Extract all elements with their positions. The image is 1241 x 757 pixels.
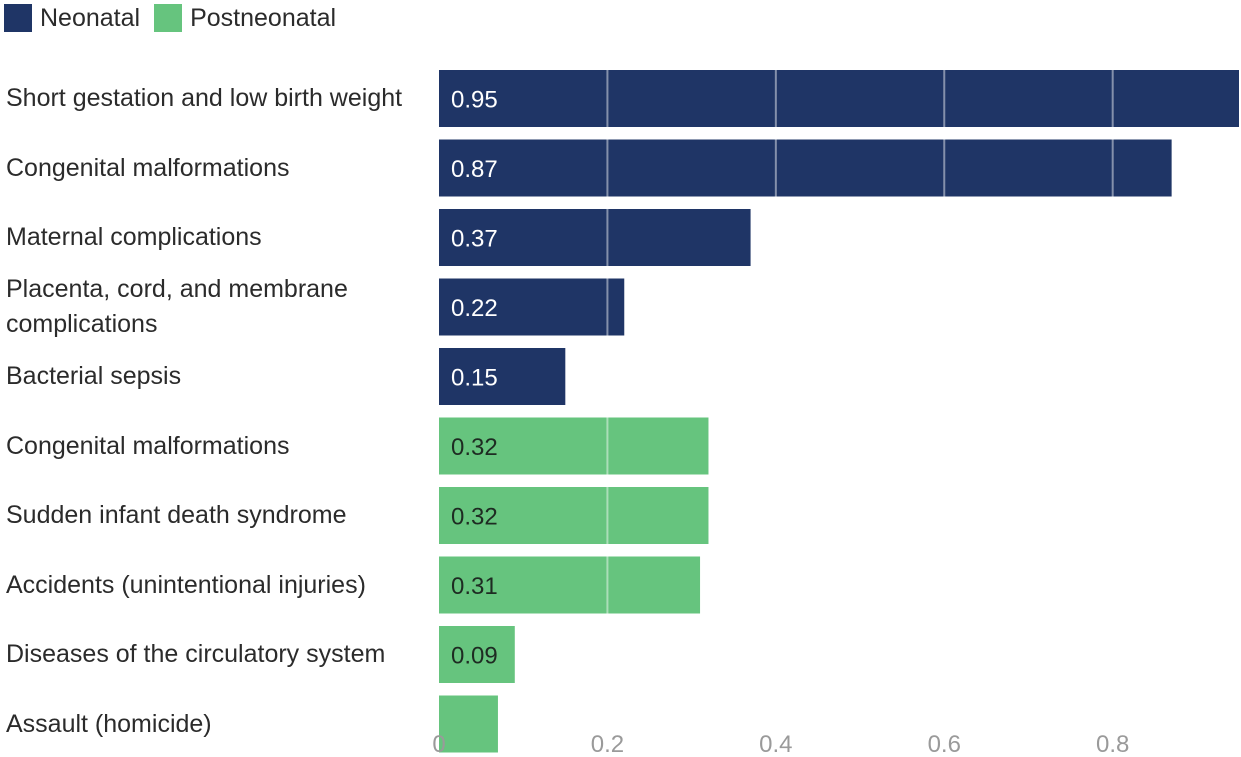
category-label-1: Congenital malformations [6,153,290,182]
value-label-2: 0.37 [451,226,498,253]
category-label-6: Sudden infant death syndrome [6,501,347,529]
x-axis-ticks: 0 0.2 0.4 0.6 0.8 [432,731,1129,757]
legend: Neonatal Postneonatal [4,4,350,32]
bar-neonatal-0[interactable] [439,70,1239,127]
x-tick-label-0: 0 [432,731,445,757]
x-tick-label-1: 0.2 [591,731,624,757]
gridlines [606,64,1114,742]
bar-neonatal-1[interactable] [439,139,1172,197]
bar-postneonatal-7[interactable] [439,556,701,614]
category-label-9: Assault (homicide) [6,709,212,738]
legend-item-postneonatal[interactable]: Postneonatal [154,4,336,33]
legend-swatch-postneonatal [154,4,183,32]
x-tick-label-2: 0.4 [759,731,792,757]
legend-item-neonatal[interactable]: Neonatal [4,4,140,33]
bar-postneonatal-6[interactable] [439,487,709,544]
category-label-2: Maternal complications [6,223,262,251]
bar-postneonatal-5[interactable] [439,417,709,475]
x-tick-label-3: 0.6 [928,731,961,757]
legend-swatch-neonatal [4,4,32,32]
bar-neonatal-2[interactable] [439,209,751,266]
value-label-0: 0.95 [451,87,498,114]
bar-neonatal-3[interactable] [439,278,625,336]
value-label-1: 0.87 [451,156,498,183]
category-label-4: Bacterial sepsis [6,362,182,390]
value-label-4: 0.15 [451,365,498,392]
bar-postneonatal-8[interactable] [439,626,515,683]
bar-postneonatal-9[interactable] [439,695,498,753]
value-label-7: 0.31 [451,573,498,600]
legend-label-neonatal: Neonatal [40,3,141,32]
category-label-3: Placenta, cord, and membrane complicatio… [6,275,348,338]
legend-label-postneonatal: Postneonatal [190,3,337,32]
x-tick-label-4: 0.8 [1096,731,1129,757]
value-label-6: 0.32 [451,504,498,531]
category-label-8: Diseases of the circulatory system [6,640,386,668]
bars [439,70,1239,753]
bar-neonatal-4[interactable] [439,348,566,405]
value-label-5: 0.32 [451,434,498,461]
value-label-3: 0.22 [451,295,498,322]
category-label-7: Accidents (unintentional injuries) [6,570,366,599]
category-label-5: Congenital malformations [6,431,290,460]
value-labels: 0.95 0.87 0.37 0.22 0.15 0.32 0.32 0.31 0.09 [451,87,498,670]
value-label-8: 0.09 [451,643,498,670]
category-label-0: Short gestation and low birth weight [6,84,403,112]
